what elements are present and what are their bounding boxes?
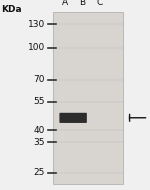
Text: 100: 100 (28, 43, 45, 52)
Text: 55: 55 (33, 97, 45, 106)
Text: A: A (62, 0, 68, 7)
Text: 130: 130 (28, 20, 45, 28)
Text: 25: 25 (34, 168, 45, 177)
Text: 35: 35 (33, 138, 45, 147)
Bar (53, 12, 123, 184)
Text: C: C (97, 0, 103, 7)
Text: KDa: KDa (2, 5, 22, 14)
Text: 40: 40 (34, 126, 45, 135)
Text: B: B (79, 0, 85, 7)
Text: 70: 70 (33, 75, 45, 84)
FancyBboxPatch shape (59, 113, 87, 123)
